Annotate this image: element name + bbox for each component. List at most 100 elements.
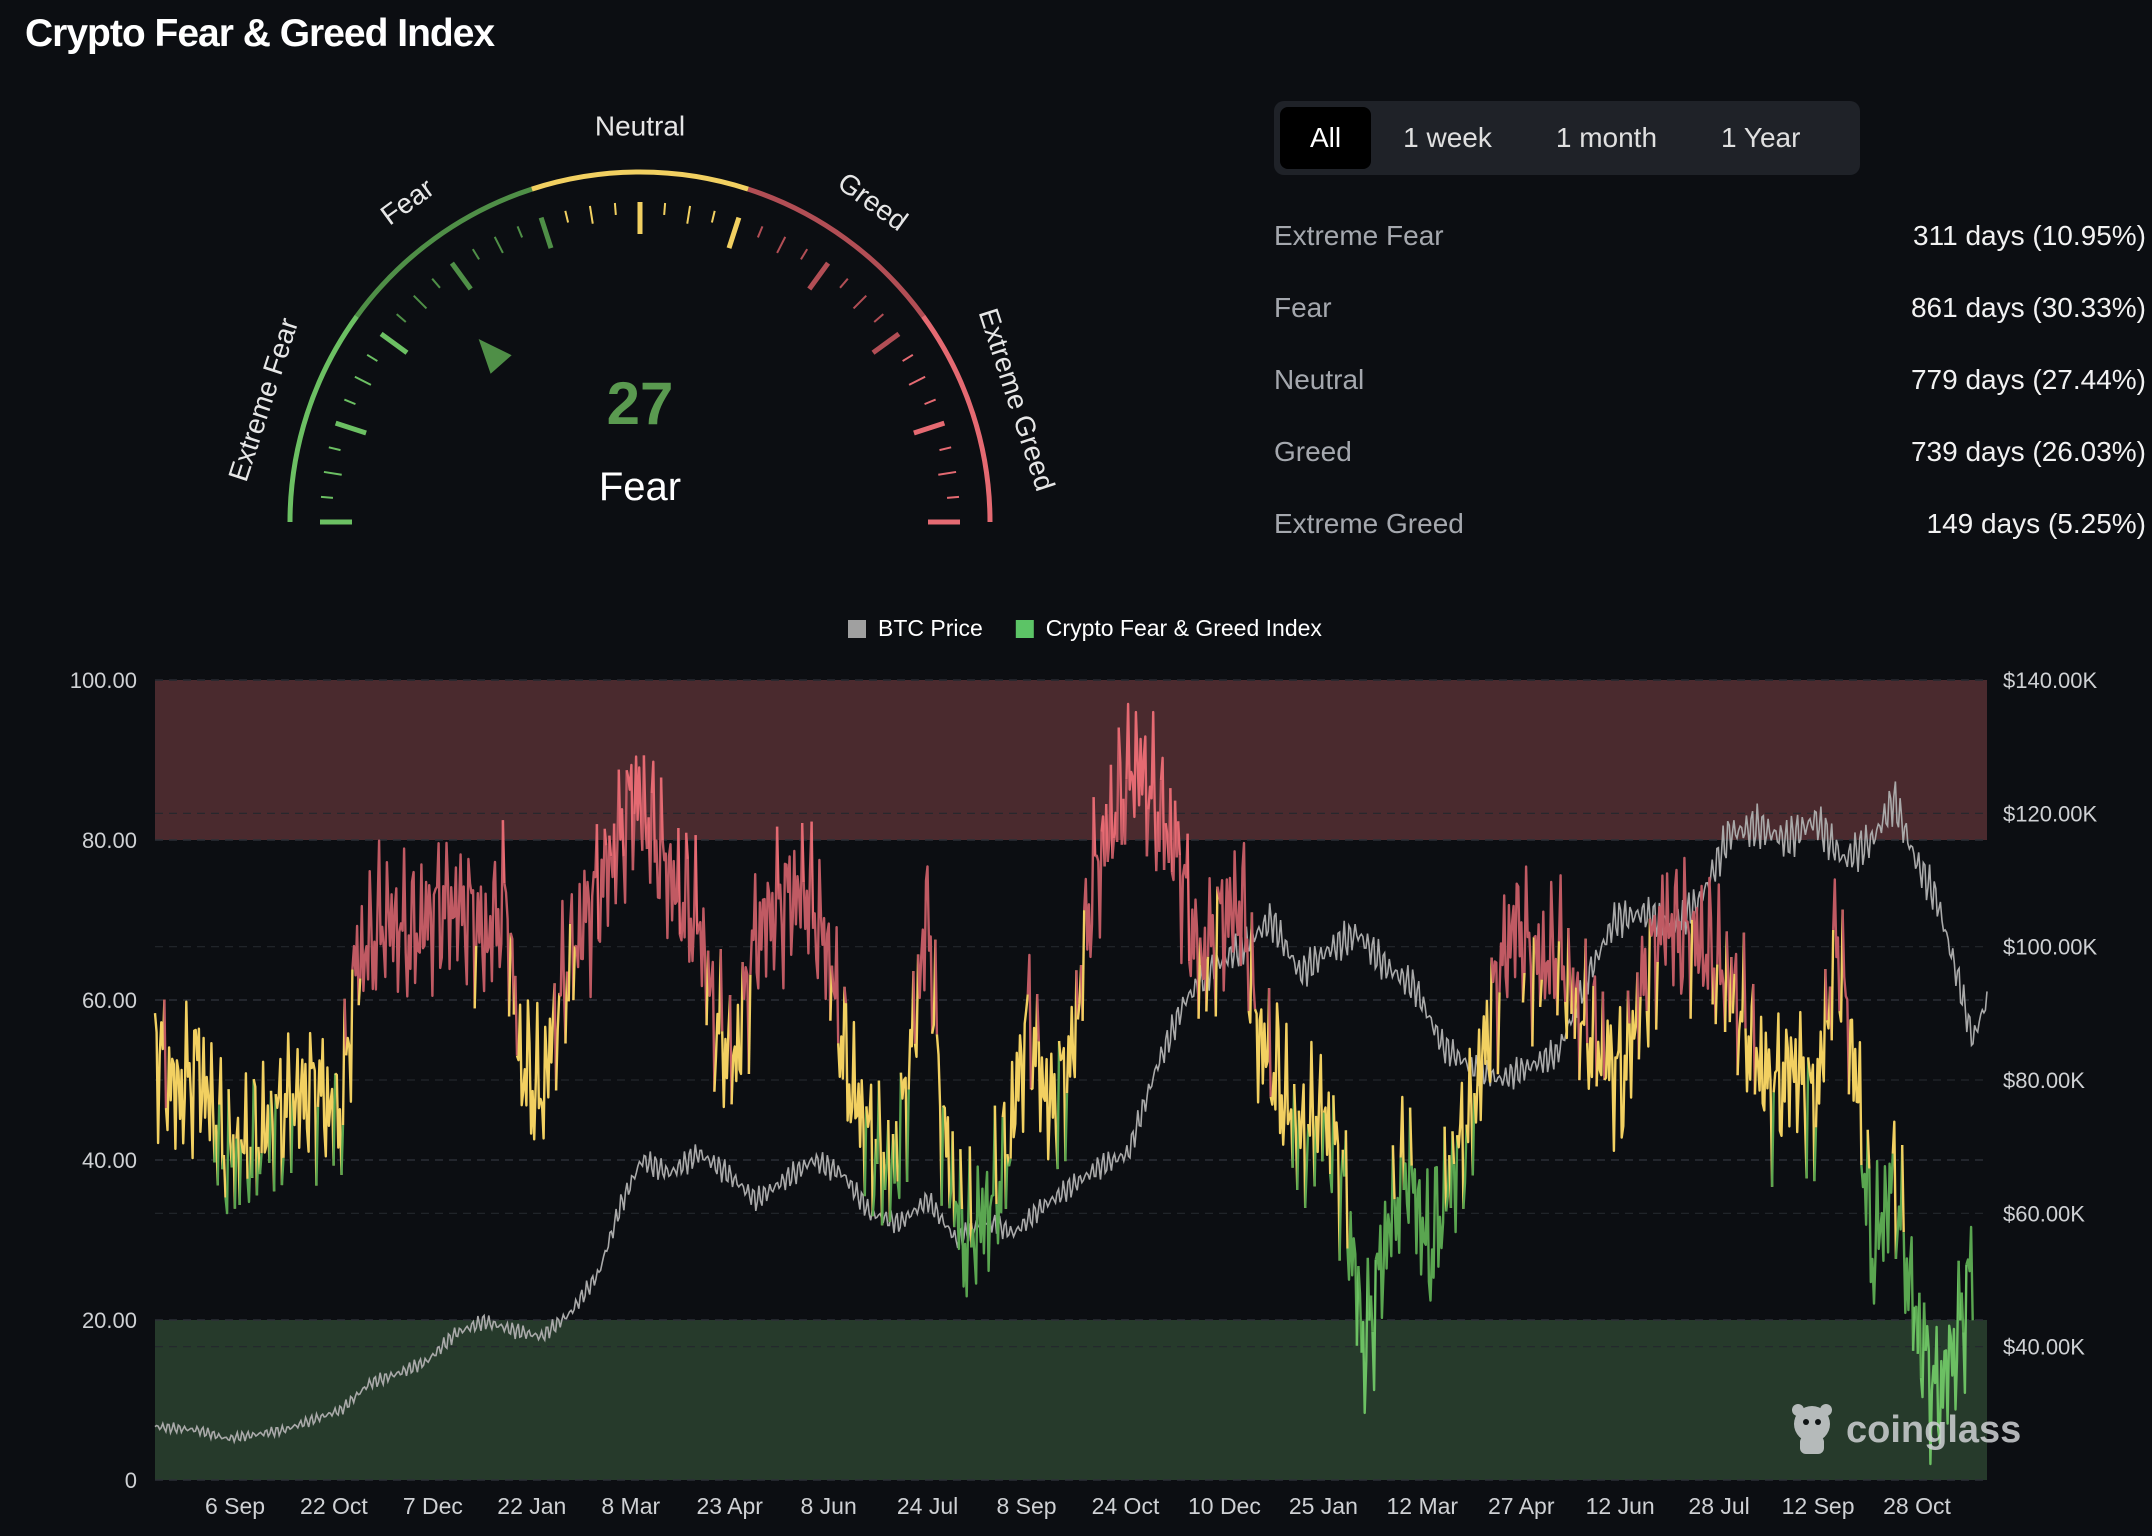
gauge-tick xyxy=(873,313,884,323)
fear-greed-segment xyxy=(1186,833,1191,962)
fear-greed-segment xyxy=(1824,969,1829,1021)
fear-greed-segment xyxy=(1592,975,1598,1087)
fear-greed-segment xyxy=(1026,953,1033,1090)
fear-greed-segment xyxy=(501,820,506,884)
gauge-tick xyxy=(726,216,742,249)
fear-greed-segment xyxy=(1564,927,1570,1040)
fear-greed-segment xyxy=(359,839,476,1009)
gauge-pointer-icon xyxy=(478,338,512,374)
gauge-value: 27 xyxy=(607,370,674,437)
fear-greed-segment xyxy=(1338,1149,1344,1261)
fear-greed-segment xyxy=(507,932,512,1017)
fear-greed-segment xyxy=(572,945,577,1001)
fear-greed-segment xyxy=(1962,1264,1968,1394)
x-tick-label: 8 Mar xyxy=(601,1493,660,1519)
fear-greed-segment xyxy=(719,949,724,1032)
x-tick-label: 12 Jun xyxy=(1586,1493,1655,1519)
fear-greed-segment xyxy=(357,978,362,1006)
fear-greed-segment xyxy=(251,1079,255,1178)
tab-all[interactable]: All xyxy=(1280,107,1372,169)
gauge-tick xyxy=(538,216,554,249)
fear-greed-segment xyxy=(1465,1047,1474,1176)
gauge-tick xyxy=(938,470,957,476)
gauge-arc-fear xyxy=(354,186,533,318)
x-tick-label: 28 Oct xyxy=(1883,1493,1951,1519)
fear-greed-segment xyxy=(1733,952,1739,1076)
fear-greed-segment xyxy=(916,865,934,1034)
y-right-tick-label: $100.00K xyxy=(2003,935,2098,960)
fear-greed-segment xyxy=(282,1032,293,1173)
gauge-arc-neutral xyxy=(531,169,749,192)
fear-greed-segment xyxy=(1626,990,1631,1024)
gauge-zone-label-extreme-fear: Extreme Fear xyxy=(222,314,304,485)
fear-greed-segment xyxy=(1321,1112,1326,1162)
gauge-arc-greed xyxy=(747,186,926,318)
fear-greed-segment xyxy=(865,1083,874,1217)
stat-value: 861 days (30.33%) xyxy=(1910,292,2146,323)
fear-greed-segment xyxy=(1847,1018,1863,1166)
gauge-arc-extreme-greed xyxy=(921,314,993,523)
fear-greed-segment xyxy=(605,835,611,927)
fear-greed-segment xyxy=(1007,1158,1012,1167)
y-right-tick-label: $140.00K xyxy=(2003,668,2098,693)
fear-greed-segment xyxy=(258,1153,263,1175)
gauge-tick xyxy=(320,495,334,499)
fear-greed-segment xyxy=(775,826,780,900)
y-left-tick-label: 100.00 xyxy=(70,668,137,693)
fear-greed-segment xyxy=(913,954,920,1058)
fear-greed-segment xyxy=(1523,865,1534,1047)
gauge-tick xyxy=(343,398,356,406)
fear-greed-segment xyxy=(1533,923,1542,1007)
fear-greed-segment xyxy=(940,1105,945,1206)
fear-greed-segment xyxy=(1601,991,1606,1081)
legend-btc-label: BTC Price xyxy=(878,615,983,641)
fear-greed-segment xyxy=(1307,1040,1316,1187)
fear-greed-segment xyxy=(1557,874,1567,1003)
fear-greed-segment xyxy=(1586,985,1595,1090)
fear-greed-segment xyxy=(1838,909,1844,1023)
fear-greed-segment xyxy=(970,1105,997,1285)
gauge-tick xyxy=(663,202,667,216)
fear-greed-segment xyxy=(1498,882,1525,1003)
fear-greed-segment xyxy=(1742,932,1747,1029)
x-tick-label: 12 Sep xyxy=(1782,1493,1855,1519)
x-tick-label: 6 Sep xyxy=(205,1493,265,1519)
fear-greed-segment xyxy=(1807,1057,1816,1182)
fear-greed-segment xyxy=(240,1072,249,1179)
fear-greed-segment xyxy=(1410,1126,1446,1302)
fear-greed-segment xyxy=(1009,994,1029,1159)
zone-band xyxy=(155,1320,1987,1480)
fear-greed-segment xyxy=(686,835,697,963)
gauge-tick xyxy=(776,236,787,254)
fear-greed-segment xyxy=(1205,956,1210,1012)
fear-greed-segment xyxy=(1159,756,1166,870)
gauge-tick xyxy=(564,210,570,223)
gauge-zone-label-neutral: Neutral xyxy=(595,110,685,141)
watermark-text: coinglass xyxy=(1846,1408,2022,1451)
stat-row-extreme-greed: Extreme Greed 149 days (5.25%) xyxy=(1274,488,2146,560)
fear-greed-segment xyxy=(625,763,635,871)
fear-greed-segment xyxy=(1170,800,1177,882)
tab-1-year[interactable]: 1 Year xyxy=(1721,122,1801,153)
fear-greed-segment xyxy=(953,1149,962,1251)
fear-greed-segment xyxy=(1736,932,1746,1076)
fear-greed-segment xyxy=(238,1139,243,1206)
coinglass-logo-icon xyxy=(1792,1404,1832,1454)
fear-greed-segment xyxy=(960,1146,971,1298)
gauge-tick xyxy=(396,313,407,323)
fear-greed-segment xyxy=(1716,883,1727,1033)
fear-greed-segment xyxy=(1860,1129,1869,1226)
tab-1-week[interactable]: 1 week xyxy=(1403,122,1492,153)
stats-table: Extreme Fear 311 days (10.95%) Fear 861 … xyxy=(1274,200,2146,560)
fear-greed-segment xyxy=(1753,1015,1774,1187)
fear-greed-segment xyxy=(968,1146,973,1248)
tab-1-month[interactable]: 1 month xyxy=(1555,122,1658,153)
fear-greed-segment xyxy=(597,828,606,943)
stat-label: Extreme Fear xyxy=(1274,220,1444,251)
fear-greed-segment xyxy=(1117,727,1123,845)
y-right-tick-label: $80.00K xyxy=(2003,1068,2085,1093)
gauge-tick xyxy=(516,225,524,238)
fear-greed-segment xyxy=(332,1073,337,1166)
fear-greed-segment xyxy=(942,1104,951,1209)
fear-greed-segment xyxy=(603,828,608,846)
